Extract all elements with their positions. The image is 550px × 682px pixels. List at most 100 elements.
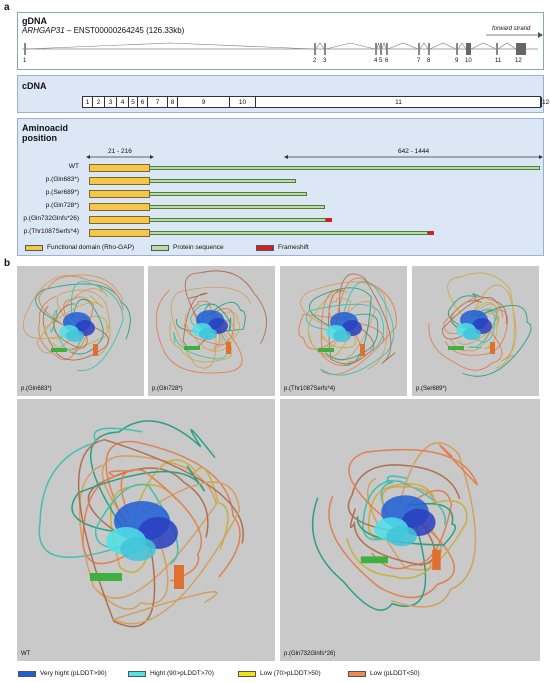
structure-wt: WT <box>17 399 275 661</box>
coil-loop <box>468 308 498 349</box>
cdna-exon-segment: 10 <box>230 97 256 107</box>
cdna-exon-segment: 8 <box>168 97 178 107</box>
plddt-swatch <box>348 671 366 677</box>
helix-core <box>120 537 156 561</box>
coil-loop <box>70 298 104 355</box>
intron-link <box>457 42 467 50</box>
aa-title-line1: Aminoacid <box>22 123 69 133</box>
protein-row-label: p.(Thr1087Serfs*4) <box>23 228 79 235</box>
coil-loop <box>320 277 397 375</box>
structure-label: p.(Ser689*) <box>416 386 447 392</box>
helix-segment <box>184 346 200 350</box>
exon-mark <box>386 43 388 55</box>
coil-loop <box>97 455 218 599</box>
exon-mark <box>428 43 430 55</box>
coil-loop <box>307 291 352 358</box>
plddt-swatch <box>128 671 146 677</box>
frameshift-mark <box>428 231 434 235</box>
helix-segment <box>93 344 98 356</box>
legend-protein-swatch <box>151 245 169 251</box>
coil-loop <box>42 305 109 361</box>
coil-loop <box>321 329 356 349</box>
cdna-exon-segment: 11 <box>256 97 542 107</box>
coil-loop <box>325 297 352 348</box>
cdna-exon-segment: 1 <box>83 97 93 107</box>
range-brackets <box>86 155 543 159</box>
structure-label: WT <box>21 651 31 657</box>
helix-segment <box>318 348 334 352</box>
plddt-label: Low (70>pLDDT>50) <box>260 670 321 677</box>
cdna-bar: 1 2 3 4 5 6 7 8 9 10 11 12 <box>82 96 549 108</box>
rho-gap-domain <box>89 203 150 211</box>
coil-loop <box>95 483 179 565</box>
helix-core <box>333 330 351 342</box>
coil-loop <box>120 468 203 582</box>
exon-mark <box>375 43 377 55</box>
coil-loop <box>380 480 446 526</box>
intron-link <box>25 42 315 50</box>
cdna-exon-segment: 5 <box>129 97 138 107</box>
structure-gln728: p.(Gln728*) <box>148 266 275 396</box>
coil-loop <box>52 315 110 350</box>
plddt-swatch <box>238 671 256 677</box>
gene-structure-diagram <box>22 32 543 55</box>
helix-segment <box>51 348 67 352</box>
rho-gap-domain <box>89 164 150 172</box>
coil-loop <box>298 313 385 350</box>
protein-row-label: WT <box>68 163 79 170</box>
frameshift-mark <box>326 218 332 222</box>
coil-loop <box>38 275 124 329</box>
coil-loop <box>82 470 144 565</box>
coil-loop <box>428 321 503 371</box>
intron-link <box>325 42 376 50</box>
coil-loop <box>441 297 507 340</box>
exon-label: 6 <box>385 58 389 64</box>
helix-segment <box>360 556 388 564</box>
coil-loop <box>38 427 143 558</box>
structure-gln732: p.(Gln732Glnfs*26) <box>280 399 540 661</box>
rho-gap-domain <box>89 177 150 185</box>
helix-segment <box>226 342 231 354</box>
coil-loop <box>53 303 88 349</box>
exon-label: 11 <box>495 58 502 64</box>
helix-segment <box>432 549 441 570</box>
helix-core <box>66 330 84 342</box>
exon-label: 4 <box>374 58 378 64</box>
coil-loop <box>170 286 252 369</box>
coil-loop <box>367 477 442 571</box>
protein-row-label: p.(Gln732Glnfs*26) <box>23 215 79 222</box>
exon-label: 1 <box>23 58 27 64</box>
coil-loop <box>184 270 267 344</box>
plddt-label: Hight (90>pLDDT>70) <box>150 670 214 677</box>
coil-loop <box>63 296 95 353</box>
coil-loop <box>338 273 396 364</box>
coil-loop <box>209 311 241 352</box>
protein-structure-image <box>22 274 131 371</box>
cdna-title: cDNA <box>22 81 47 91</box>
coil-loop <box>348 444 479 526</box>
structure-label: p.(Gln732Glnfs*26) <box>284 651 336 657</box>
coil-loop <box>443 296 504 334</box>
protein-sequence-bar <box>89 166 540 170</box>
gdna-panel: gDNA ARHGAP31 – ENST00000264245 (126.33k… <box>17 12 544 70</box>
coil-loop <box>462 304 532 377</box>
coil-loop <box>457 312 500 345</box>
structure-ser689: p.(Ser689*) <box>412 266 539 396</box>
structure-gln683: p.(Gln683*) <box>17 266 144 396</box>
cdna-panel: cDNA 1 2 3 4 5 6 7 8 9 10 11 12 <box>17 75 549 113</box>
rho-gap-domain <box>89 190 150 198</box>
intron-link <box>387 42 419 50</box>
exon-mark <box>324 43 326 55</box>
coil-loop <box>444 309 509 356</box>
panel-b-label: b <box>4 258 11 269</box>
coil-loop <box>35 283 131 340</box>
aminoacid-panel: Aminoacid position 21 - 216 642 - 1444 W… <box>17 118 544 256</box>
coil-loop <box>192 300 221 347</box>
strand-label: forward strand <box>492 26 531 32</box>
transcript-id: – ENST00000264245 (126.33kb) <box>64 26 185 35</box>
helix-segment <box>90 573 122 581</box>
plddt-label: Very hight (pLDDT>90) <box>40 670 107 677</box>
coil-loop <box>328 495 455 599</box>
gdna-title: gDNA <box>22 16 47 26</box>
coil-loop <box>311 497 427 611</box>
